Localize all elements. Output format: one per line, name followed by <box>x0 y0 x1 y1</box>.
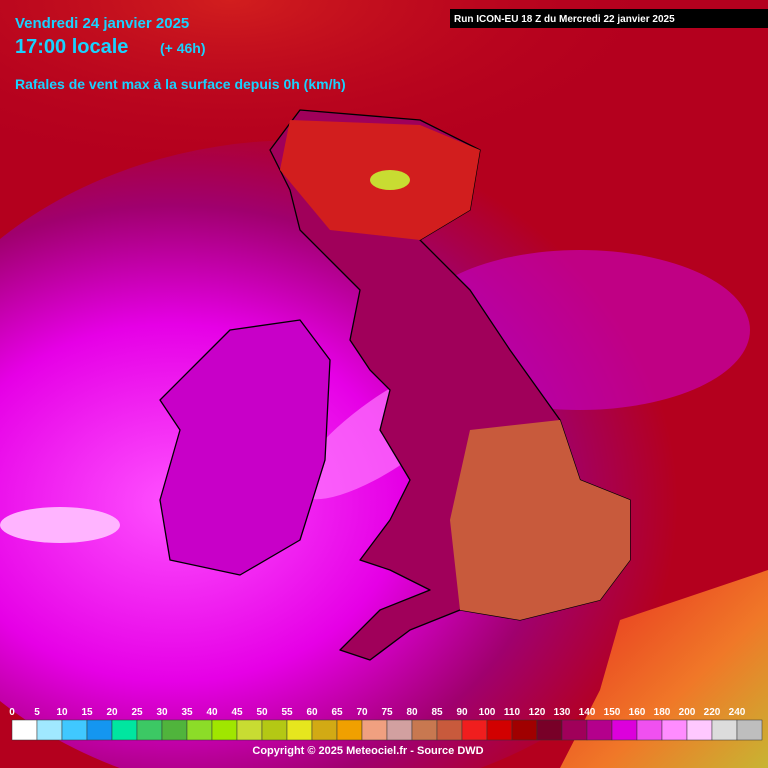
legend-label: 80 <box>406 707 418 718</box>
legend-swatch <box>486 719 513 741</box>
legend-label: 55 <box>281 707 293 718</box>
offset: (+ 46h) <box>160 40 206 56</box>
legend-swatch <box>386 719 413 741</box>
legend-label: 150 <box>604 707 621 718</box>
legend-label: 65 <box>331 707 343 718</box>
legend-label: 50 <box>256 707 268 718</box>
legend-label: 60 <box>306 707 318 718</box>
legend-label: 10 <box>56 707 68 718</box>
legend-swatch <box>361 719 388 741</box>
legend-label: 25 <box>131 707 143 718</box>
legend-label: 110 <box>504 707 521 718</box>
legend-swatch <box>111 719 138 741</box>
legend-swatch <box>236 719 263 741</box>
legend-swatch <box>661 719 688 741</box>
legend-label: 100 <box>479 707 496 718</box>
legend-swatch <box>186 719 213 741</box>
legend-label: 180 <box>654 707 671 718</box>
legend-swatch <box>461 719 488 741</box>
legend-label: 160 <box>629 707 646 718</box>
subtitle: Rafales de vent max à la surface depuis … <box>15 76 346 92</box>
run-label: Run ICON-EU 18 Z du Mercredi 22 janvier … <box>454 14 675 25</box>
legend: 0 5 10 15 20 25 30 35 40 45 50 55 60 65 70 75 80 85 90 100 1… <box>9 707 763 741</box>
legend-swatch <box>261 719 288 741</box>
legend-swatch <box>11 719 38 741</box>
legend-label: 200 <box>679 707 696 718</box>
legend-swatch <box>211 719 238 741</box>
legend-label: 75 <box>381 707 393 718</box>
legend-swatch <box>136 719 163 741</box>
legend-label: 70 <box>356 707 368 718</box>
legend-swatch <box>411 719 438 741</box>
legend-label: 130 <box>554 707 571 718</box>
legend-label: 20 <box>106 707 118 718</box>
legend-swatch <box>561 719 588 741</box>
legend-label: 45 <box>231 707 243 718</box>
legend-swatch <box>711 719 738 741</box>
legend-label: 140 <box>579 707 596 718</box>
date: Vendredi 24 janvier 2025 <box>15 15 189 32</box>
legend-swatch <box>511 719 538 741</box>
legend-swatch <box>436 719 463 741</box>
legend-label: 120 <box>529 707 546 718</box>
legend-label: 15 <box>81 707 93 718</box>
legend-swatch <box>611 719 638 741</box>
legend-swatch <box>311 719 338 741</box>
legend-swatch <box>636 719 663 741</box>
time: 17:00 locale <box>15 36 128 58</box>
legend-label: 35 <box>181 707 193 718</box>
legend-swatch <box>161 719 188 741</box>
legend-swatch <box>61 719 88 741</box>
legend-label: 30 <box>156 707 168 718</box>
copyright: Copyright © 2025 Meteociel.fr - Source D… <box>252 745 483 757</box>
legend-label: 220 <box>704 707 721 718</box>
run-box <box>450 9 768 28</box>
legend-label: 0 <box>9 707 15 718</box>
legend-swatch <box>36 719 63 741</box>
legend-label: 85 <box>431 707 443 718</box>
legend-swatch <box>336 719 363 741</box>
coastlines <box>159 109 631 661</box>
legend-swatch <box>86 719 113 741</box>
legend-label: 40 <box>206 707 218 718</box>
legend-swatch <box>686 719 713 741</box>
legend-swatch <box>286 719 313 741</box>
legend-swatch <box>736 719 763 741</box>
legend-label: 5 <box>34 707 40 718</box>
legend-swatch <box>586 719 613 741</box>
legend-label: 90 <box>456 707 468 718</box>
legend-label: 240 <box>729 707 746 718</box>
legend-swatch <box>536 719 563 741</box>
